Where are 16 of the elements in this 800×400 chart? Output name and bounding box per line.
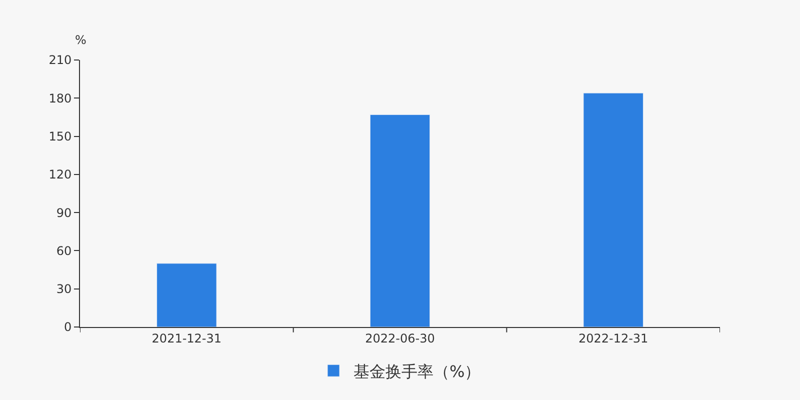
y-tick-label: 210 xyxy=(48,53,72,68)
y-tick-label: 60 xyxy=(56,244,72,258)
y-tick-label: 90 xyxy=(56,206,72,220)
bar xyxy=(156,263,217,327)
x-tick-label: 2022-06-30 xyxy=(365,331,435,346)
bar xyxy=(583,92,644,327)
y-tick-label: 150 xyxy=(48,129,72,144)
y-tick-label: 120 xyxy=(48,168,72,182)
y-axis-title: % xyxy=(75,33,86,47)
y-tick-label: 180 xyxy=(48,91,72,106)
y-tick-label: 0 xyxy=(64,320,72,334)
y-tick-label: 30 xyxy=(56,282,72,296)
bar xyxy=(370,114,430,327)
x-tick-label: 2021-12-31 xyxy=(152,331,222,346)
legend-label: 基金换手率（%） xyxy=(354,362,481,381)
x-tick-label: 2022-12-31 xyxy=(578,331,648,346)
